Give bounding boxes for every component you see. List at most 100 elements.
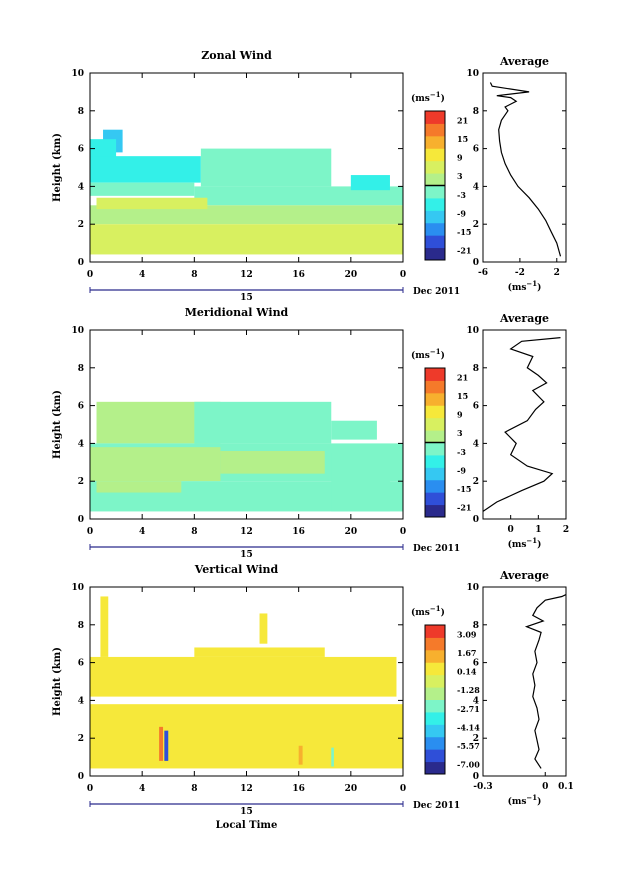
y-tick-label: 8 [78, 364, 84, 374]
colorbar-tick-label: -15 [457, 227, 471, 237]
heatmap-cells [90, 129, 403, 255]
average-y-tick-label: 4 [473, 182, 479, 192]
y-axis-title: Height (km) [52, 133, 63, 202]
x-axis-title: Local Time [216, 820, 278, 831]
average-y-tick-label: 10 [466, 326, 479, 336]
y-tick-label: 2 [78, 734, 84, 744]
colorbar-swatch [425, 160, 445, 174]
date-day-label: 15 [240, 550, 253, 560]
y-tick-label: 4 [78, 696, 84, 706]
average-y-tick-label: 4 [473, 696, 479, 706]
colorbar-swatch [425, 662, 445, 676]
x-tick-label: 12 [240, 527, 253, 537]
colorbar-unit: (ms−1) [411, 604, 445, 618]
y-axis-title: Height (km) [52, 390, 63, 459]
panel-title: Zonal Wind [201, 49, 272, 62]
heatmap-cell [194, 401, 332, 444]
panel-title: Meridional Wind [185, 306, 289, 319]
heatmap-cells [90, 401, 403, 512]
colorbar-tick-label: -3 [457, 190, 466, 200]
average-y-tick-label: 4 [473, 439, 479, 449]
colorbar-swatch [425, 649, 445, 663]
heatmap-cell [200, 148, 332, 187]
colorbar-unit: (ms−1) [411, 347, 445, 361]
heatmap-cell [90, 182, 195, 196]
y-tick-label: 6 [78, 659, 84, 669]
y-tick-label: 4 [78, 439, 84, 449]
colorbar-swatch [425, 235, 445, 249]
colorbar-tick-label: -3 [457, 447, 466, 457]
colorbar-swatch [425, 148, 445, 162]
average-y-tick-label: 8 [473, 364, 479, 374]
heatmap-cell [159, 726, 164, 761]
colorbar-swatch [425, 687, 445, 700]
colorbar-swatch [425, 454, 445, 468]
x-tick-label: 8 [191, 527, 197, 537]
average-x-tick-label: -0.3 [473, 782, 492, 792]
x-tick-label: 0 [400, 270, 406, 280]
date-day-label: 15 [240, 293, 253, 303]
colorbar-frame [424, 624, 446, 775]
date-month-label: Dec 2011 [413, 544, 460, 554]
panel-title: Vertical Wind [194, 563, 279, 576]
colorbar-swatch [425, 380, 445, 394]
colorbar-tick-label: 9 [457, 410, 463, 420]
date-day-label: 15 [240, 807, 253, 817]
colorbar-tick-label: -21 [457, 503, 471, 513]
heatmap-cell [100, 596, 109, 657]
colorbar-tick-label: 9 [457, 153, 463, 163]
colorbar-tick-label: -4.14 [457, 722, 480, 732]
heatmap-cell [90, 656, 397, 697]
average-y-tick-label: 8 [473, 621, 479, 631]
colorbar-tick-label: 15 [457, 391, 468, 401]
y-tick-label: 10 [71, 583, 84, 593]
average-y-tick-label: 2 [473, 220, 479, 230]
colorbar-swatch [425, 711, 445, 725]
x-tick-label: 16 [292, 784, 305, 794]
y-axis-title: Height (km) [52, 647, 63, 716]
colorbar-swatch [425, 430, 445, 443]
heatmap-cell [90, 205, 403, 225]
colorbar-swatch [425, 736, 445, 750]
colorbar-tick-label: 21 [457, 115, 468, 125]
colorbar-swatch [425, 674, 445, 688]
heatmap-cell [90, 156, 201, 183]
colorbar-tick-label: -9 [457, 208, 466, 218]
colorbar-swatch [425, 417, 445, 431]
x-tick-label: 4 [139, 784, 145, 794]
colorbar-swatch [425, 637, 445, 651]
average-profile-line [482, 337, 561, 512]
x-tick-label: 12 [240, 270, 253, 280]
average-profile-line [489, 82, 562, 257]
average-title: Average [499, 55, 549, 68]
date-month-label: Dec 2011 [413, 287, 460, 297]
average-y-tick-label: 10 [466, 583, 479, 593]
colorbar-swatch [425, 479, 445, 493]
average-y-tick-label: 2 [473, 477, 479, 487]
average-frame [482, 329, 567, 520]
heatmap-cell [194, 186, 403, 206]
colorbar-swatch [425, 185, 445, 199]
average-profile-line [524, 594, 567, 769]
y-tick-label: 10 [71, 326, 84, 336]
colorbar-unit: (ms−1) [411, 90, 445, 104]
heatmap-cell [90, 139, 117, 159]
y-tick-label: 8 [78, 621, 84, 631]
heatmap-cell [350, 175, 390, 191]
heatmap-cell [96, 197, 208, 210]
colorbar-swatch [425, 123, 445, 137]
heatmap-cell [298, 745, 303, 765]
y-tick-label: 10 [71, 69, 84, 79]
colorbar-tick-label: 15 [457, 134, 468, 144]
heatmap-cell [220, 450, 325, 474]
y-tick-label: 2 [78, 477, 84, 487]
colorbar-swatch [425, 135, 445, 149]
average-x-tick-label: 0 [508, 525, 514, 535]
average-y-tick-label: 6 [473, 145, 479, 155]
heatmap-cell [96, 481, 182, 493]
x-tick-label: 0 [87, 270, 93, 280]
